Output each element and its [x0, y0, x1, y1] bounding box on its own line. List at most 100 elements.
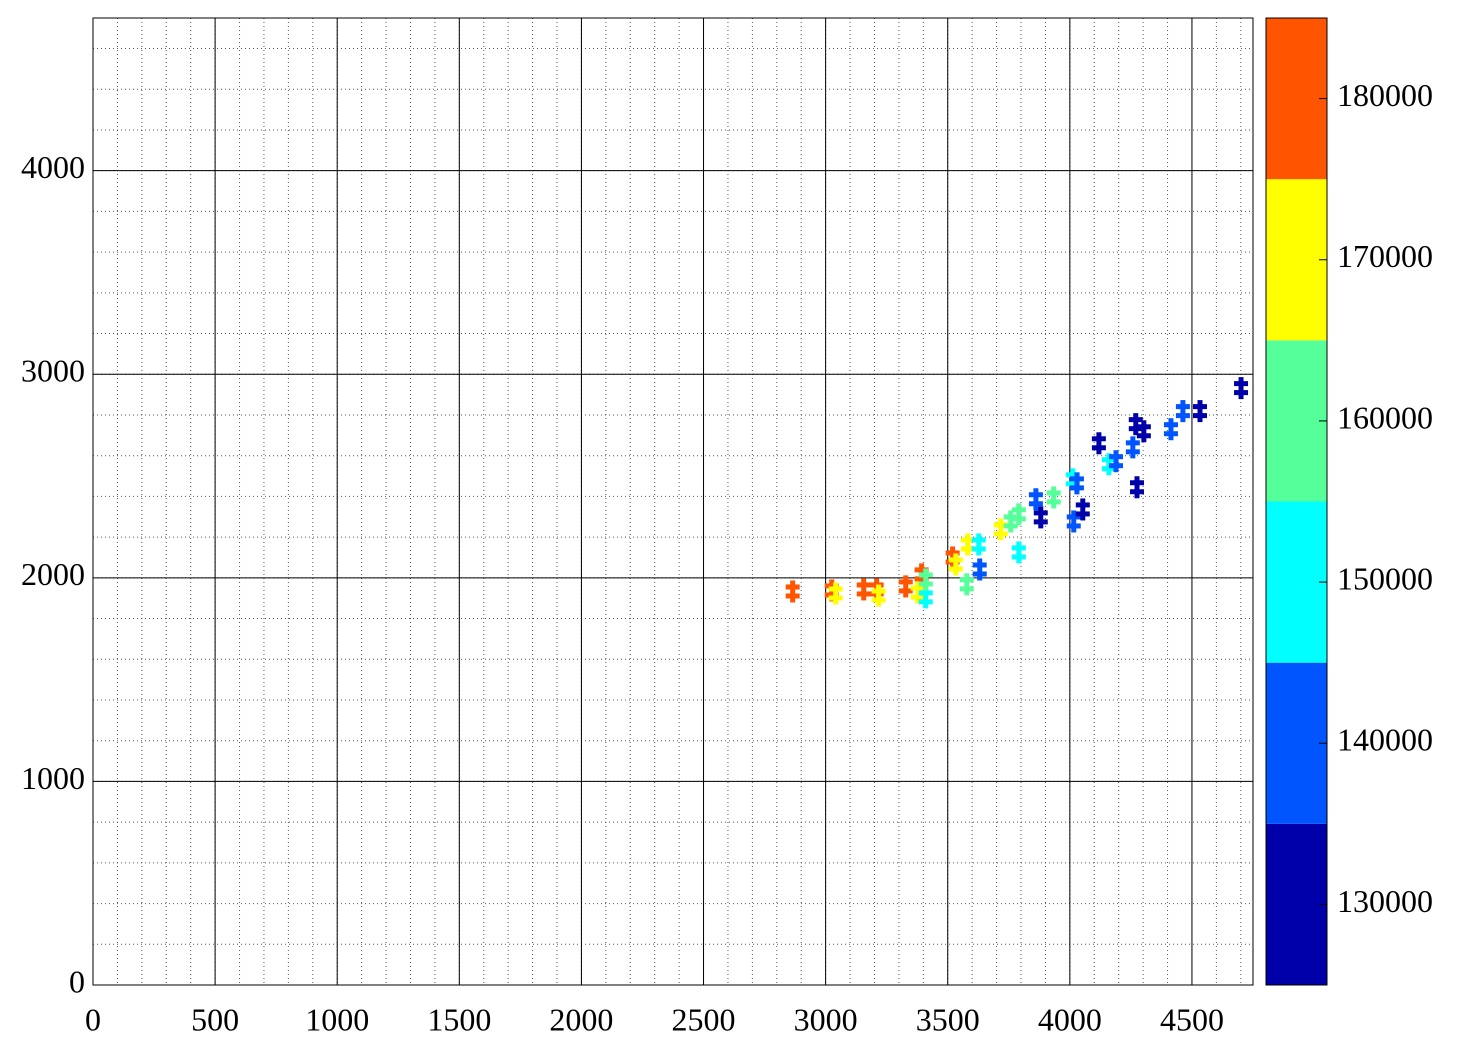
point-part	[910, 585, 925, 591]
point	[1028, 488, 1043, 511]
point-part	[1016, 503, 1022, 526]
point-part	[898, 588, 913, 594]
x-tick-label: 2500	[672, 1001, 736, 1037]
point	[1091, 432, 1106, 455]
color-bar-frame	[1265, 17, 1328, 986]
y-tick-label: 1000	[21, 760, 85, 796]
point-part	[1011, 507, 1026, 513]
point-part	[965, 533, 971, 556]
point-part	[871, 597, 886, 603]
point-part	[998, 518, 1004, 541]
point-part	[1136, 433, 1151, 439]
point-part	[1180, 400, 1186, 423]
z-tick-label: 160000	[1337, 399, 1433, 435]
point-part	[918, 581, 933, 587]
point-part	[959, 586, 974, 592]
point-part	[876, 584, 882, 607]
point-part	[1130, 489, 1144, 495]
point-part	[1046, 499, 1061, 505]
point	[1011, 541, 1026, 564]
color-band	[1266, 662, 1327, 824]
point-part	[910, 594, 925, 600]
point-part	[993, 531, 1008, 537]
x-tick-label: 3000	[794, 1001, 858, 1037]
point	[1125, 436, 1140, 459]
point-part	[977, 558, 983, 581]
point-part	[959, 577, 974, 583]
x-tick-label: 4500	[1160, 1001, 1224, 1037]
point-part	[918, 572, 933, 578]
point-part	[824, 583, 839, 589]
point-part	[1193, 404, 1208, 410]
point-part	[1075, 511, 1090, 517]
point-part	[1033, 488, 1039, 511]
point-part	[1065, 481, 1080, 487]
point	[785, 580, 800, 603]
point-part	[971, 537, 986, 543]
point-part	[833, 582, 839, 605]
point	[828, 582, 843, 605]
point-part	[1238, 377, 1244, 400]
point-part	[915, 581, 921, 604]
z-tick-label: 180000	[1337, 77, 1433, 113]
point-part	[1028, 501, 1043, 507]
point	[856, 578, 871, 601]
x-tick-label: 4000	[1038, 1001, 1102, 1037]
point	[1046, 486, 1061, 509]
point-part	[914, 576, 929, 582]
point-part	[856, 582, 871, 588]
point-part	[1130, 436, 1136, 459]
x-tick-label: 500	[191, 1001, 239, 1037]
point-part	[1125, 449, 1140, 455]
x-tick-label: 2000	[549, 1001, 613, 1037]
point-part	[972, 562, 987, 568]
point	[972, 558, 987, 581]
point-part	[945, 550, 960, 556]
point-part	[1066, 523, 1081, 529]
point	[1108, 450, 1123, 473]
point-part	[923, 568, 929, 591]
point	[1130, 476, 1144, 499]
point-part	[828, 595, 843, 601]
point-part	[1113, 450, 1119, 473]
point-part	[1071, 510, 1077, 533]
point-part	[971, 546, 986, 552]
point-part	[1038, 506, 1044, 529]
point	[1234, 377, 1249, 400]
point-part	[1080, 498, 1086, 521]
point-part	[1130, 480, 1144, 486]
plot-frame	[92, 17, 1254, 986]
point-part	[871, 588, 886, 594]
point-part	[1101, 457, 1116, 463]
point-part	[1128, 426, 1143, 432]
x-tick-label: 1500	[427, 1001, 491, 1037]
point-part	[1106, 453, 1112, 476]
point-part	[1108, 454, 1123, 460]
point-part	[1125, 440, 1140, 446]
point-part	[964, 573, 970, 596]
point	[960, 533, 975, 556]
color-band	[1266, 179, 1327, 341]
x-tick-label: 1000	[305, 1001, 369, 1037]
point-part	[1141, 420, 1147, 443]
point-part	[1046, 490, 1061, 496]
point-part	[1168, 418, 1174, 441]
point-part	[914, 567, 929, 573]
point-part	[1136, 424, 1151, 430]
color-band	[1266, 501, 1327, 663]
point-part	[948, 566, 963, 572]
point-part	[785, 593, 800, 599]
point	[1033, 506, 1048, 529]
point-part	[1101, 466, 1116, 472]
point-part	[948, 557, 963, 563]
point-part	[903, 575, 909, 598]
point-part	[1197, 400, 1203, 423]
point	[1128, 413, 1143, 436]
point-part	[1091, 436, 1106, 442]
point	[1069, 472, 1084, 495]
y-tick-label: 0	[69, 963, 85, 999]
point	[993, 518, 1008, 541]
point-part	[1003, 523, 1018, 529]
point	[918, 586, 933, 609]
